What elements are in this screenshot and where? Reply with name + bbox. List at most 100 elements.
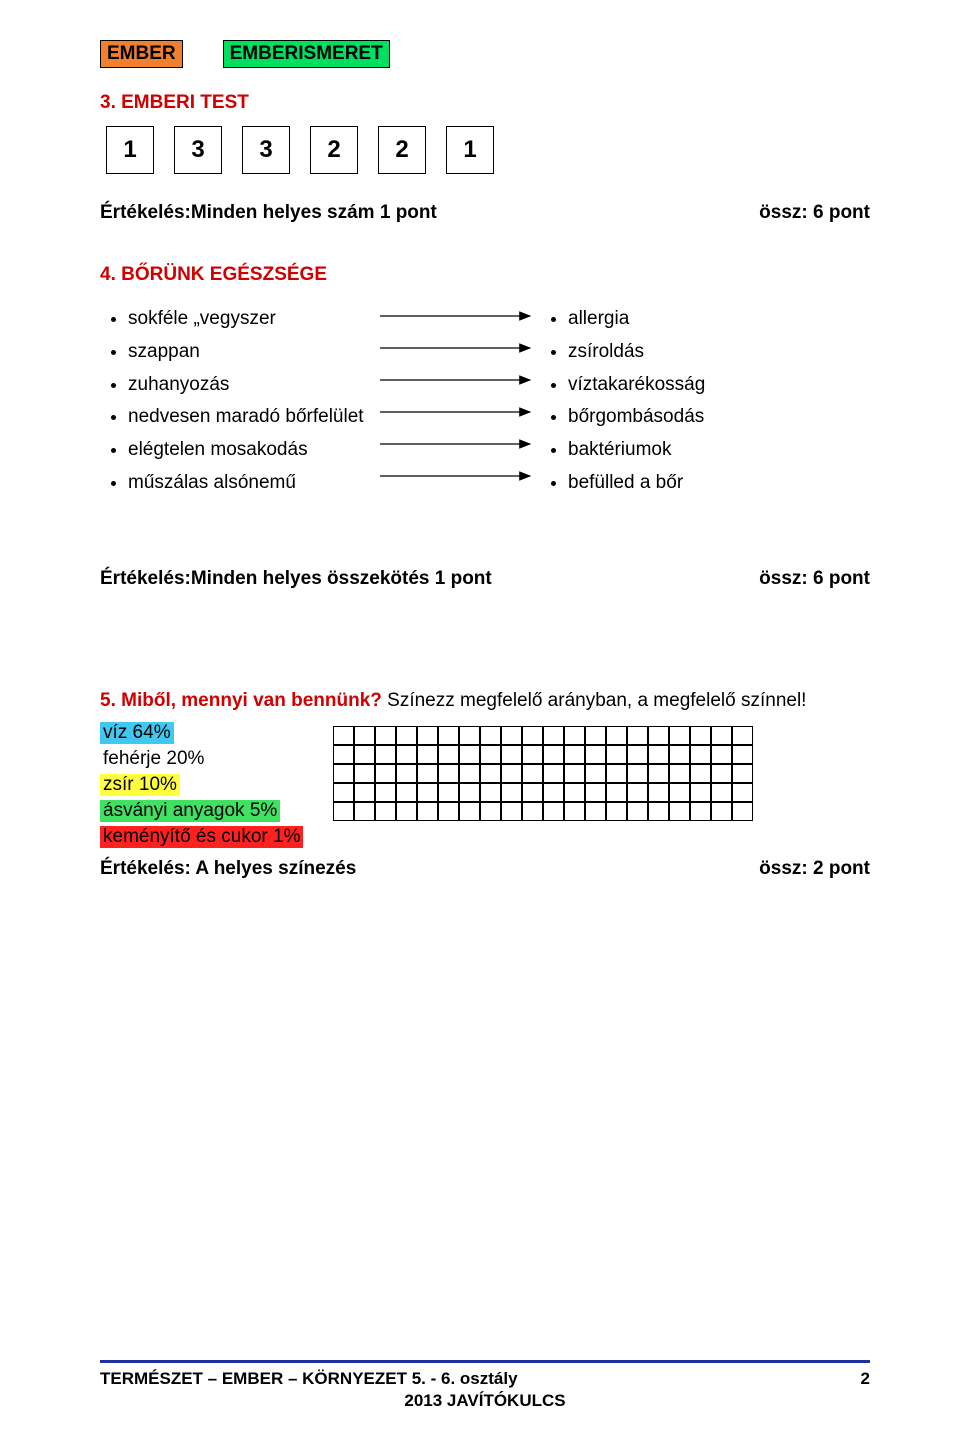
section5-instruction: Színezz megfelelő arányban, a megfelelő … (382, 690, 807, 711)
grid-cell (627, 802, 648, 821)
section4-total: össz: 6 pont (759, 568, 870, 590)
grid-cell (711, 726, 732, 745)
grid-cell (690, 802, 711, 821)
section5-total: össz: 2 pont (759, 858, 870, 880)
grid-cell (690, 726, 711, 745)
grid-cell (732, 802, 753, 821)
grid-cell (480, 745, 501, 764)
grid-cell (501, 745, 522, 764)
grid-cell (690, 783, 711, 802)
grid-cell (522, 783, 543, 802)
grid-cell (711, 783, 732, 802)
grid-cell (690, 764, 711, 783)
section4-matching: sokféle „vegyszerszappanzuhanyozásnedves… (100, 308, 870, 528)
number-box: 3 (174, 126, 222, 174)
grid-cell (333, 783, 354, 802)
match-right-item: baktériumok (568, 439, 705, 462)
legend-item: ásványi anyagok 5% (100, 800, 280, 822)
grid-cell (459, 783, 480, 802)
grid-cell (396, 764, 417, 783)
number-box: 1 (446, 126, 494, 174)
grid-cell (543, 802, 564, 821)
grid-cell (564, 726, 585, 745)
grid-cell (564, 745, 585, 764)
grid-cell (669, 802, 690, 821)
grid-cell (375, 764, 396, 783)
grid-cell (417, 726, 438, 745)
section3-title: 3. EMBERI TEST (100, 92, 870, 114)
section5-legend: víz 64%fehérje 20%zsír 10%ásványi anyago… (100, 722, 303, 852)
grid-cell (711, 802, 732, 821)
grid-cell (648, 745, 669, 764)
match-right-item: befülled a bőr (568, 472, 705, 495)
grid-cell (606, 764, 627, 783)
grid-cell (396, 783, 417, 802)
grid-cell (501, 802, 522, 821)
grid-cell (522, 726, 543, 745)
grid-cell (585, 802, 606, 821)
footer-page-number: 2 (861, 1369, 870, 1389)
match-right-item: bőrgombásodás (568, 406, 705, 429)
section3-total: össz: 6 pont (759, 202, 870, 224)
header-tag-emberismeret: EMBERISMERET (223, 40, 390, 68)
grid-cell (396, 802, 417, 821)
grid-cell (459, 802, 480, 821)
grid-cell (459, 745, 480, 764)
match-arrows (100, 308, 540, 518)
section3-eval: Értékelés:Minden helyes szám 1 pont (100, 202, 437, 224)
grid-cell (564, 802, 585, 821)
legend-item: zsír 10% (100, 774, 180, 796)
grid-cell (711, 745, 732, 764)
grid-cell (564, 783, 585, 802)
grid-cell (585, 726, 606, 745)
grid-cell (669, 726, 690, 745)
match-right-item: zsíroldás (568, 341, 705, 364)
grid-cell (606, 745, 627, 764)
grid-cell (354, 783, 375, 802)
grid-cell (501, 726, 522, 745)
grid-cell (480, 764, 501, 783)
number-box: 2 (310, 126, 358, 174)
grid-cell (438, 726, 459, 745)
grid-cell (522, 764, 543, 783)
grid-cell (375, 783, 396, 802)
grid-cell (732, 745, 753, 764)
legend-item: keményítő és cukor 1% (100, 826, 303, 848)
grid-cell (627, 745, 648, 764)
grid-cell (396, 726, 417, 745)
header-tag-ember: EMBER (100, 40, 183, 68)
grid-cell (438, 764, 459, 783)
grid-cell (669, 783, 690, 802)
number-box: 2 (378, 126, 426, 174)
grid-cell (375, 726, 396, 745)
grid-cell (543, 726, 564, 745)
grid-cell (627, 726, 648, 745)
grid-cell (438, 802, 459, 821)
grid-cell (333, 764, 354, 783)
grid-cell (585, 783, 606, 802)
section5-heading-line: 5. Miből, mennyi van bennünk? Színezz me… (100, 690, 870, 712)
grid-cell (480, 783, 501, 802)
grid-cell (543, 783, 564, 802)
grid-cell (480, 726, 501, 745)
grid-cell (333, 745, 354, 764)
number-box: 3 (242, 126, 290, 174)
grid-cell (543, 764, 564, 783)
grid-cell (480, 802, 501, 821)
grid-cell (606, 802, 627, 821)
grid-cell (354, 726, 375, 745)
match-right-item: víztakarékosság (568, 374, 705, 397)
grid-cell (564, 764, 585, 783)
grid-cell (648, 802, 669, 821)
grid-cell (585, 745, 606, 764)
grid-cell (417, 783, 438, 802)
grid-cell (690, 745, 711, 764)
grid-cell (732, 783, 753, 802)
section5-eval: Értékelés: A helyes színezés (100, 858, 356, 880)
legend-item: víz 64% (100, 722, 174, 744)
grid-cell (732, 726, 753, 745)
grid-cell (501, 783, 522, 802)
grid-cell (669, 745, 690, 764)
grid-cell (606, 783, 627, 802)
grid-cell (417, 745, 438, 764)
